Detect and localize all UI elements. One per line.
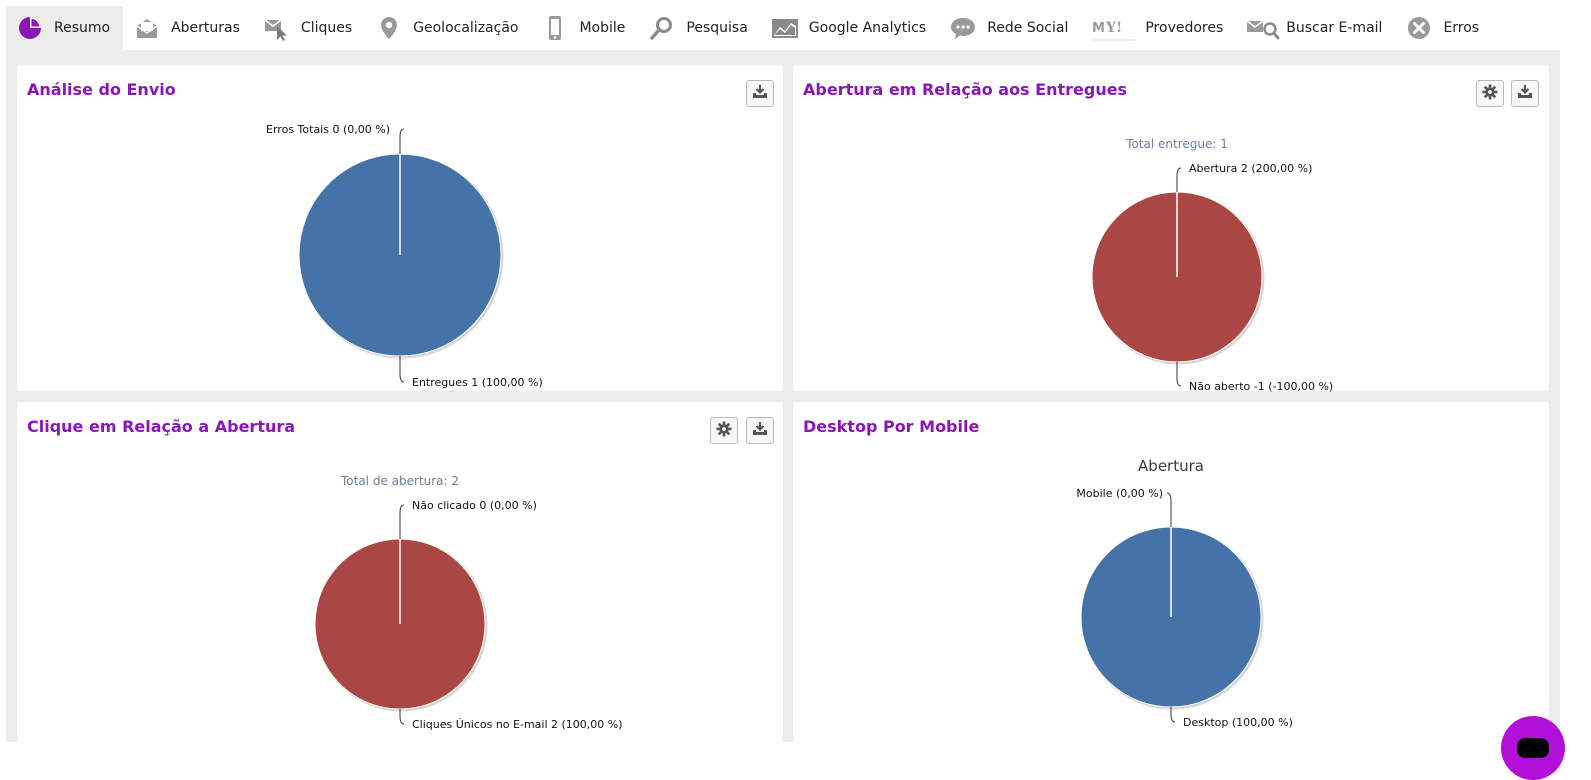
chart-title: Abertura	[1138, 457, 1204, 475]
tab-label: Pesquisa	[686, 20, 748, 36]
data-label: Mobile (0,00 %)	[1076, 487, 1163, 500]
tab-label: Provedores	[1145, 20, 1224, 36]
panel-title: Análise do Envio	[27, 80, 176, 99]
tab-label: Buscar E-mail	[1286, 20, 1383, 36]
tab-cliques[interactable]: Cliques	[253, 6, 365, 50]
dashboard-area: Análise do Envio Erros Totais 0 (0,00 %)…	[6, 50, 1560, 742]
data-label: Erros Totais 0 (0,00 %)	[266, 123, 390, 136]
smartphone-icon	[541, 14, 569, 42]
tab-label: Rede Social	[987, 20, 1069, 36]
data-label: Abertura 2 (200,00 %)	[1189, 162, 1312, 175]
panel-title: Clique em Relação a Abertura	[27, 417, 296, 436]
panel-title: Desktop Por Mobile	[803, 417, 980, 436]
download-icon	[1517, 84, 1533, 104]
speech-bubble-icon	[949, 14, 977, 42]
data-label: Não aberto -1 (-100,00 %)	[1189, 380, 1333, 393]
tab-rede-social[interactable]: Rede Social	[939, 6, 1081, 50]
chat-bubble-icon	[1517, 738, 1549, 758]
tab-aberturas[interactable]: Aberturas	[123, 6, 253, 50]
data-label: Entregues 1 (100,00 %)	[412, 376, 543, 389]
label-connector	[399, 504, 405, 539]
tab-geolocalizacao[interactable]: Geolocalização	[365, 6, 531, 50]
download-icon	[752, 84, 768, 104]
svg-text:Y!: Y!	[1105, 20, 1122, 36]
pie-chart-entregues: Abertura 2 (200,00 %) Não aberto -1 (-100…	[1091, 137, 1333, 393]
tab-label: Erros	[1443, 20, 1480, 36]
chart-subtitle: Total de abertura: 2	[340, 474, 459, 488]
pie-chart-desktop-mobile: Mobile (0,00 %) Desktop (100,00 %) Abertur…	[1076, 457, 1293, 729]
tab-label: Cliques	[300, 20, 353, 36]
data-label: Cliques Únicos no E-mail 2 (100,00 %)	[412, 718, 623, 731]
pie-chart-clique: Não clicado 0 (0,00 %) Cliques Únicos no …	[314, 474, 623, 731]
svg-text:M: M	[1092, 21, 1105, 36]
panel-title: Abertura em Relação aos Entregues	[803, 80, 1128, 99]
tab-label: Resumo	[54, 20, 111, 36]
tab-buscar-email[interactable]: Buscar E-mail	[1236, 6, 1395, 50]
panel-abertura-entregues: Abertura em Relação aos Entregues Abertu…	[793, 65, 1549, 393]
cursor-click-icon	[263, 14, 291, 42]
label-connector	[1170, 707, 1176, 723]
report-tab-bar: Resumo Aberturas Cliques Geolocalização …	[6, 6, 1560, 50]
data-label: Não clicado 0 (0,00 %)	[412, 499, 537, 512]
chart-subtitle: Total entregue: 1	[1125, 137, 1228, 151]
email-search-icon	[1246, 14, 1280, 42]
settings-button[interactable]	[710, 417, 738, 444]
settings-button[interactable]	[1476, 80, 1504, 107]
pie-chart-envio: Erros Totais 0 (0,00 %) Entregues 1 (100,…	[266, 123, 543, 389]
tab-resumo[interactable]: Resumo	[6, 6, 124, 50]
download-button[interactable]	[746, 80, 774, 107]
tab-label: Mobile	[579, 20, 626, 36]
area-chart-icon	[771, 14, 799, 42]
magnifier-icon	[648, 14, 676, 42]
panel-analise-envio: Análise do Envio Erros Totais 0 (0,00 %)…	[17, 65, 783, 391]
tab-label: Google Analytics	[808, 20, 927, 36]
error-x-icon	[1405, 14, 1433, 42]
gear-icon	[716, 421, 732, 441]
data-label: Desktop (100,00 %)	[1183, 716, 1293, 729]
providers-logo-icon: M Y!	[1091, 14, 1136, 42]
download-icon	[752, 421, 768, 441]
tab-label: Geolocalização	[413, 20, 519, 36]
tab-mobile[interactable]: Mobile	[531, 6, 638, 50]
tab-provedores[interactable]: M Y! Provedores	[1081, 6, 1236, 50]
open-envelope-icon	[133, 14, 161, 42]
chat-widget-button[interactable]	[1501, 716, 1565, 780]
gear-icon	[1482, 84, 1498, 104]
label-connector	[399, 128, 405, 154]
download-button[interactable]	[746, 417, 774, 444]
tab-label: Aberturas	[171, 20, 240, 36]
panel-clique-abertura: Clique em Relação a Abertura Não clicado…	[17, 402, 783, 742]
map-pin-icon	[375, 14, 403, 42]
tab-erros[interactable]: Erros	[1395, 6, 1492, 50]
tab-pesquisa[interactable]: Pesquisa	[638, 6, 760, 50]
download-button[interactable]	[1511, 80, 1539, 107]
label-connector	[399, 709, 405, 725]
label-connector	[1176, 362, 1182, 387]
label-connector	[1166, 492, 1172, 527]
pie-chart-icon	[16, 14, 44, 42]
label-connector	[399, 356, 405, 383]
label-connector	[1176, 167, 1182, 192]
panel-desktop-mobile: Desktop Por Mobile Mobile (0,00 %) Deskto…	[793, 402, 1549, 742]
tab-google-analytics[interactable]: Google Analytics	[761, 6, 939, 50]
